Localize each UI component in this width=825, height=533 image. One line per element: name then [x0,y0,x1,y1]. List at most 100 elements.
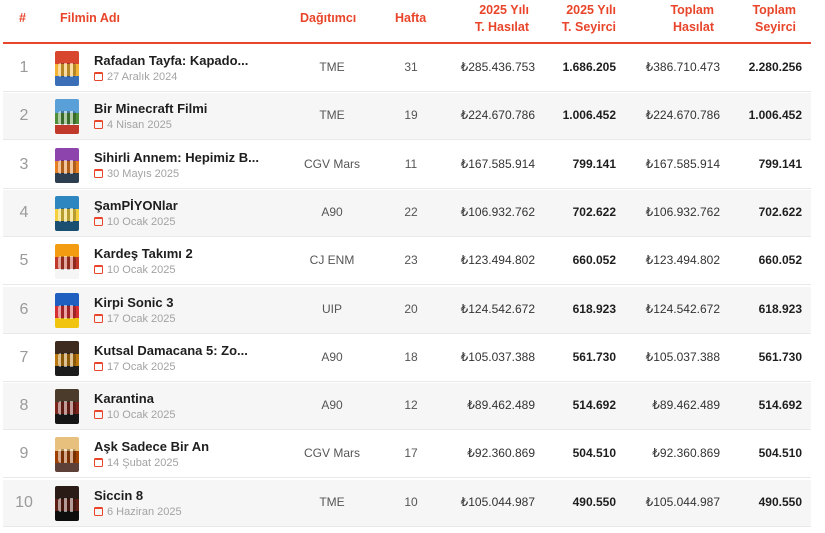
table-row[interactable]: 9 Aşk Sadece Bir An 14 Şubat 2025 CGV Ma… [3,431,811,479]
movie-poster[interactable] [55,292,79,328]
poster-band-top [55,485,79,499]
movie-title[interactable]: Rafadan Tayfa: Kapado... [94,53,249,68]
header-total-gross[interactable]: Toplam Hasılat [670,2,714,36]
total-admissions: 561.730 [758,349,802,364]
table-header: # Filmin Adı Dağıtımcı Hafta 2025 Yılı T… [3,0,811,44]
header-distributor[interactable]: Dağıtımcı [300,11,357,25]
gross-2025: ₺224.670.786 [460,108,535,123]
movie-poster[interactable] [55,485,79,521]
gross-2025: ₺167.585.914 [460,156,535,171]
poster-figures [58,401,76,416]
header-week[interactable]: Hafta [395,11,427,25]
rank-number: 4 [19,203,29,221]
movie-poster[interactable] [55,437,79,473]
header-film[interactable]: Filmin Adı [60,11,120,25]
rank-number: 7 [19,348,29,366]
gross-2025: ₺285.436.753 [460,60,535,74]
table-row[interactable]: 1 Rafadan Tayfa: Kapado... 27 Aralık 202… [3,45,811,92]
week-count: 10 [404,494,418,509]
admissions-2025: 561.730 [572,349,616,364]
movie-poster[interactable] [55,389,79,425]
poster-band-top [55,99,79,113]
movie-title[interactable]: Sihirli Annem: Hepimiz B... [94,149,259,165]
poster-band-bottom [55,462,79,473]
table-row[interactable]: 4 ŞamPİYONlar 10 Ocak 2025 A90 22 ₺106.9… [3,189,811,237]
movie-title[interactable]: Bir Minecraft Filmi [94,101,208,117]
total-admissions: 702.622 [758,204,802,219]
week-count: 31 [404,60,418,74]
table-row[interactable]: 10 Siccin 8 6 Haziran 2025 TME 10 ₺105.0… [3,479,811,527]
total-gross: ₺124.542.672 [645,301,720,316]
admissions-2025: 1.686.205 [562,60,616,74]
total-gross: ₺123.494.802 [645,253,720,268]
total-admissions: 514.692 [758,398,802,413]
box-office-table: # Filmin Adı Dağıtımcı Hafta 2025 Yılı T… [3,0,811,527]
poster-figures [58,159,76,174]
header-admissions-2025[interactable]: 2025 Yılı T. Seyirci [562,2,616,36]
movie-title[interactable]: Kirpi Sonic 3 [94,294,174,310]
distributor: CGV Mars [303,446,360,461]
gross-2025: ₺105.037.388 [460,349,535,364]
movie-title[interactable]: Kardeş Takımı 2 [94,246,193,262]
poster-band-bottom [55,76,79,86]
movie-poster[interactable] [55,195,79,231]
release-date-text: 10 Ocak 2025 [107,215,176,228]
gross-2025: ₺92.360.869 [467,446,535,461]
calendar-icon [94,458,103,468]
table-row[interactable]: 3 Sihirli Annem: Hepimiz B... 30 Mayıs 2… [3,142,811,189]
release-date: 17 Ocak 2025 [94,313,176,325]
week-count: 22 [404,204,418,219]
table-row[interactable]: 7 Kutsal Damacana 5: Zo... 17 Ocak 2025 … [3,335,811,382]
release-date: 30 Mayıs 2025 [94,168,179,180]
admissions-2025: 514.692 [572,398,616,413]
calendar-icon [94,506,103,516]
movie-title[interactable]: ŞamPİYONlar [94,197,178,213]
rank-number: 1 [19,59,29,76]
movie-poster[interactable] [55,340,79,376]
release-date-text: 14 Şubat 2025 [107,457,179,470]
rank-number: 6 [19,300,29,318]
poster-figures [58,352,76,367]
poster-band-top [55,292,79,306]
total-admissions: 504.510 [758,446,802,461]
movie-poster[interactable] [55,99,79,135]
poster-band-bottom [55,124,79,135]
table-row[interactable]: 8 Karantina 10 Ocak 2025 A90 12 ₺89.462.… [3,383,811,431]
table-row[interactable]: 5 Kardeş Takımı 2 10 Ocak 2025 CJ ENM 23… [3,238,811,286]
movie-poster[interactable] [55,244,79,280]
release-date-text: 10 Ocak 2025 [107,409,176,422]
week-count: 23 [404,253,418,268]
header-gross-2025[interactable]: 2025 Yılı T. Hasılat [475,2,529,36]
movie-title[interactable]: Aşk Sadece Bir An [94,439,210,455]
week-count: 19 [404,108,418,123]
poster-figures [58,304,76,319]
gross-2025: ₺89.462.489 [467,398,535,413]
movie-poster[interactable] [55,147,79,183]
movie-title[interactable]: Karantina [94,391,154,407]
header-total-admissions-line1: Toplam [752,3,796,17]
poster-band-top [55,244,79,258]
movie-title[interactable]: Siccin 8 [94,487,144,503]
table-row[interactable]: 6 Kirpi Sonic 3 17 Ocak 2025 UIP 20 ₺124… [3,286,811,334]
total-gross: ₺89.462.489 [652,398,720,413]
poster-band-bottom [55,172,79,183]
rank-number: 3 [19,155,29,173]
release-date: 10 Ocak 2025 [94,409,176,421]
release-date: 10 Ocak 2025 [94,264,176,276]
release-date-text: 30 Mayıs 2025 [107,167,180,180]
movie-title[interactable]: Kutsal Damacana 5: Zo... [94,342,248,358]
table-row[interactable]: 2 Bir Minecraft Filmi 4 Nisan 2025 TME 1… [3,93,811,141]
header-admissions-2025-line1: 2025 Yılı [566,3,616,17]
distributor: A90 [321,349,343,364]
release-date: 14 Şubat 2025 [94,457,179,469]
movie-poster[interactable] [55,51,79,86]
poster-band-top [55,147,79,161]
poster-figures [58,207,76,222]
admissions-2025: 660.052 [572,253,616,268]
header-total-admissions[interactable]: Toplam Seyirci [752,2,796,36]
distributor: TME [319,60,345,74]
distributor: UIP [321,301,342,316]
rank-number: 10 [15,493,33,511]
gross-2025: ₺106.932.762 [460,204,535,219]
gross-2025: ₺123.494.802 [460,253,535,268]
